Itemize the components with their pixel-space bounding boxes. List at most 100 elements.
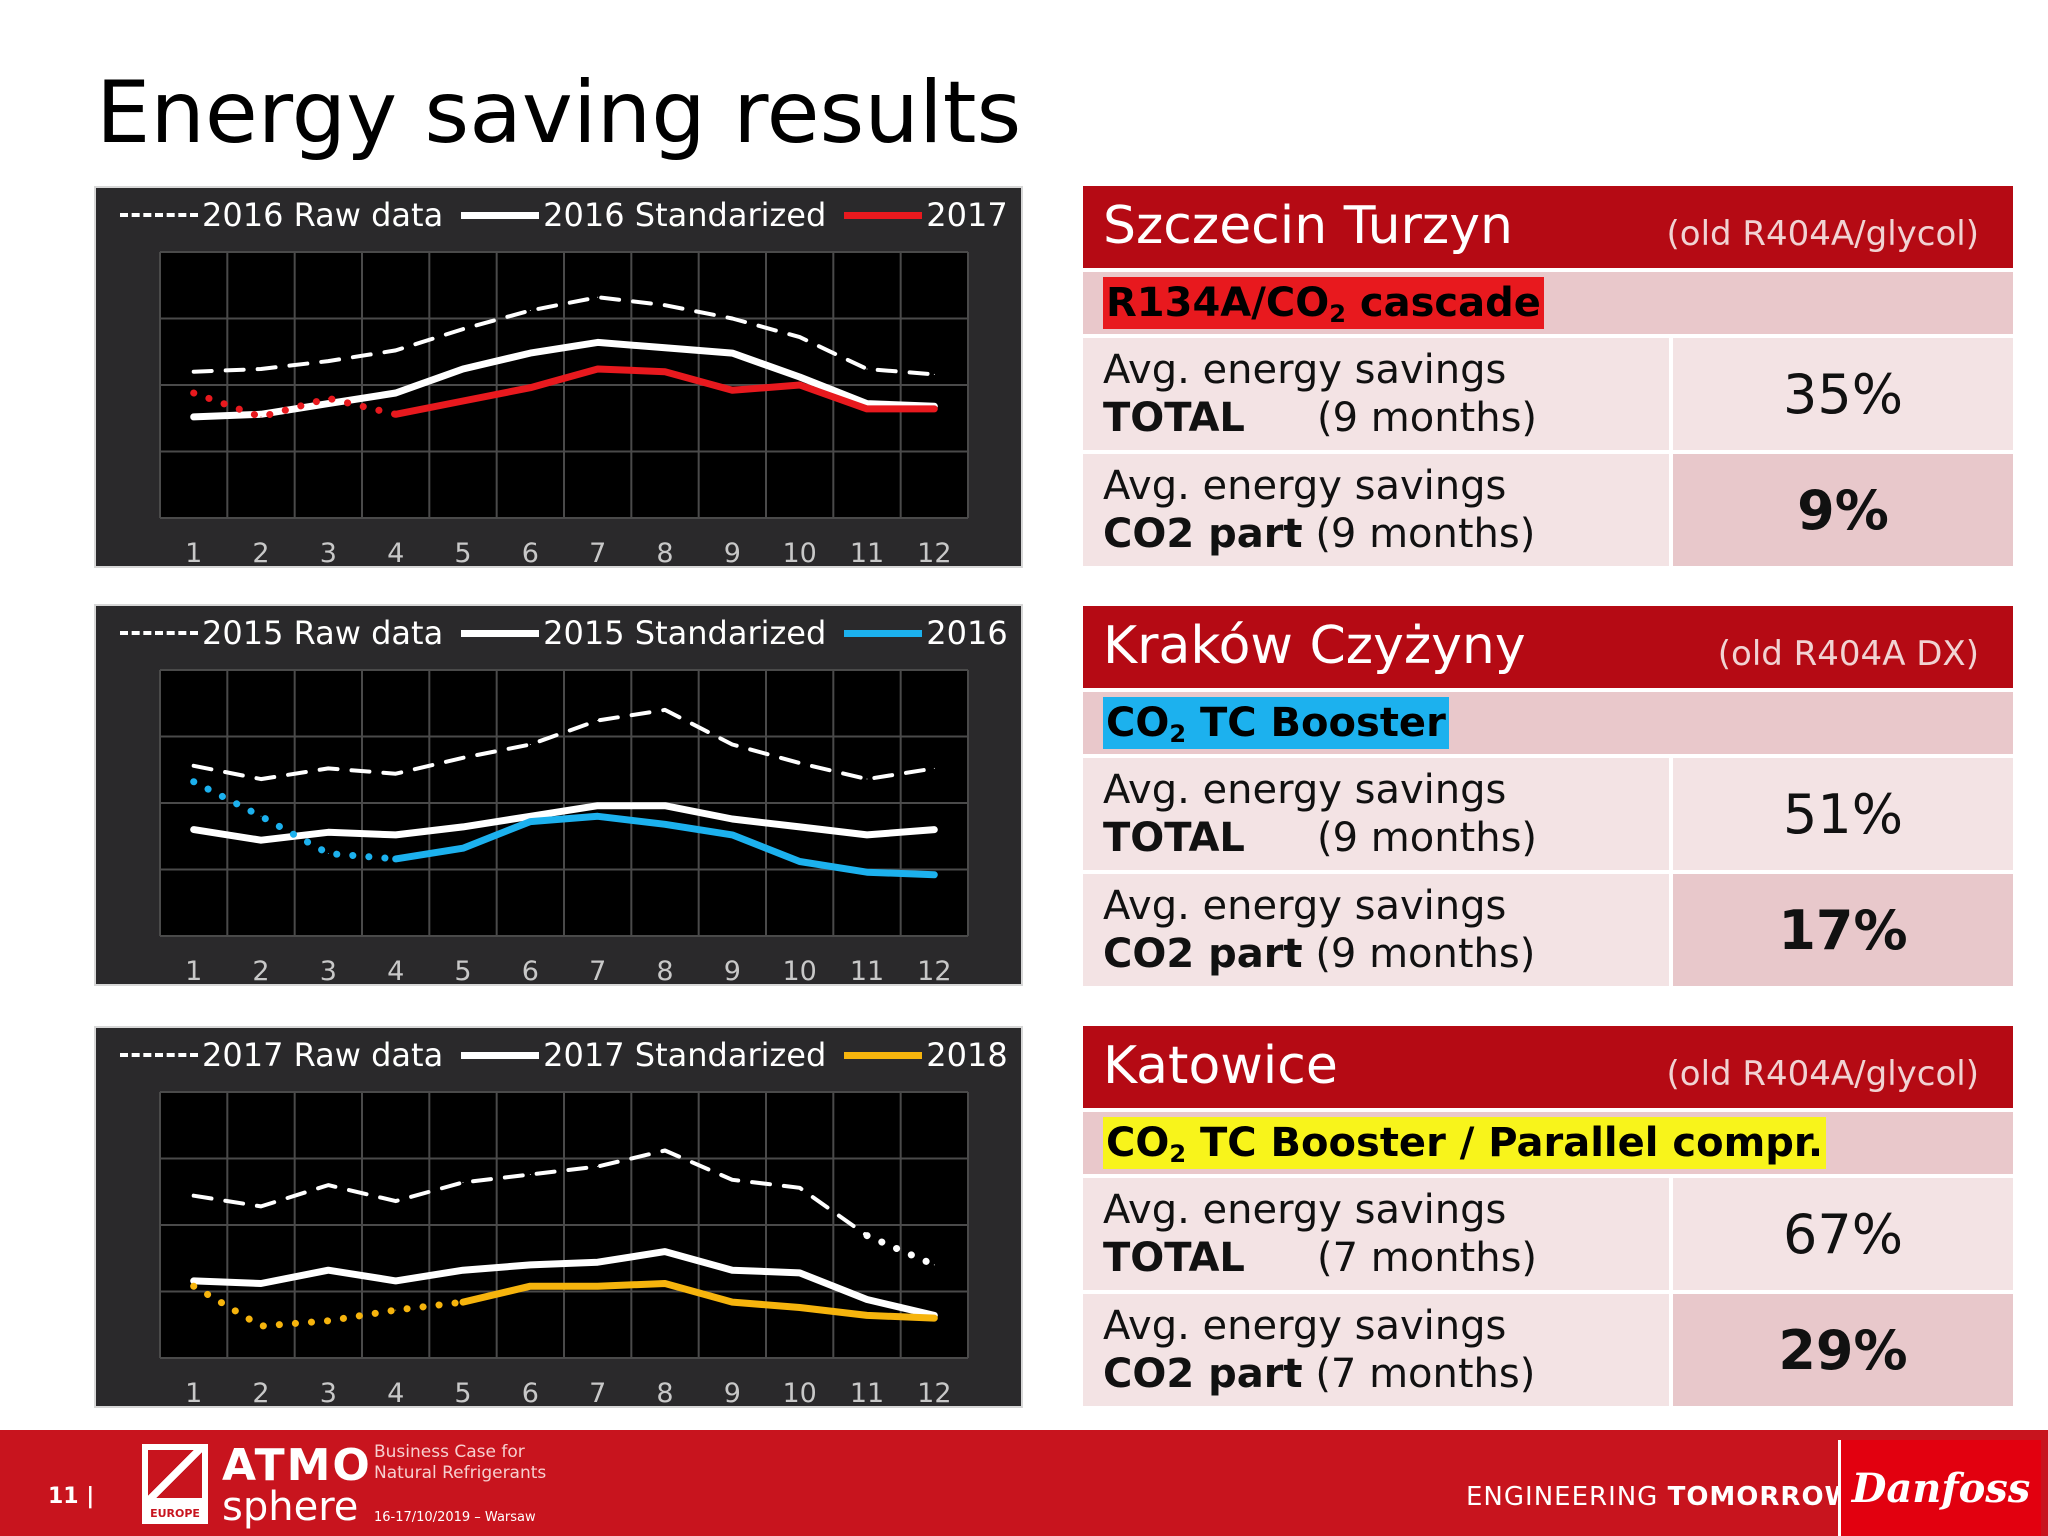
stat-label-line1: Avg. energy savings <box>1103 883 1507 929</box>
series-point <box>799 384 801 386</box>
x-tick-label: 12 <box>917 1378 951 1406</box>
site-name: Szczecin Turzyn <box>1103 196 1513 256</box>
series-point <box>731 743 733 745</box>
x-tick-label: 9 <box>724 1378 741 1406</box>
legend-label: 2015 Raw data <box>202 614 444 652</box>
series-point <box>327 360 329 362</box>
x-tick-label: 5 <box>454 1378 471 1406</box>
series-point <box>193 1285 195 1287</box>
series-line <box>190 1248 938 1319</box>
series-point <box>529 310 531 312</box>
x-tick-label: 10 <box>782 956 816 984</box>
series-line <box>191 1148 869 1238</box>
series-point <box>866 1314 868 1316</box>
line-chart-1: 1 2 3 4 5 6 7 8 9 10 11 12 <box>159 251 969 566</box>
x-tick-label: 8 <box>656 956 673 984</box>
legend-swatch-solid <box>461 629 540 637</box>
series-point <box>866 871 868 873</box>
x-tick-label: 8 <box>656 1378 673 1406</box>
series-point <box>933 767 935 769</box>
x-tick-label: 11 <box>850 1378 884 1406</box>
tagline-line1: Business Case for <box>374 1442 525 1462</box>
event-dates: 16-17/10/2019 – Warsaw <box>374 1510 536 1525</box>
series-point <box>395 773 397 775</box>
series-point <box>799 376 801 378</box>
x-tick-label: 7 <box>589 956 606 984</box>
series-line <box>191 707 937 782</box>
x-tick-label: 5 <box>454 956 471 984</box>
x-tick-label: 2 <box>252 538 269 566</box>
stat-kind: CO2 part <box>1103 1351 1303 1397</box>
chart-legend: 2016 Raw data 2016 Standarized 2017 <box>120 196 1008 234</box>
stat-kind: CO2 part <box>1103 511 1303 557</box>
stat-period: (7 months) <box>1317 1235 1538 1281</box>
x-tick-label: 2 <box>252 956 269 984</box>
site-card-szczecin: Szczecin Turzyn (old R404A/glycol) R134A… <box>1083 186 2013 566</box>
legend-label: 2016 Raw data <box>202 196 444 234</box>
series-line <box>459 1280 938 1322</box>
x-tick-label: 1 <box>185 956 202 984</box>
series-point <box>933 874 935 876</box>
series-point <box>664 347 666 349</box>
series-point <box>933 829 935 831</box>
series-point <box>866 778 868 780</box>
series-point <box>327 1184 329 1186</box>
series-point <box>193 1280 195 1282</box>
chart-panel-3: 1 2 3 4 5 6 7 8 9 10 11 12 2017 Raw data 2017 Stand… <box>94 1026 1023 1408</box>
x-tick-label: 11 <box>850 538 884 566</box>
stat-row-total: Avg. energy savings TOTAL (9 months) 35% <box>1083 334 2013 450</box>
series-point <box>664 1283 666 1285</box>
legend-swatch-solid <box>461 1051 540 1059</box>
series-point <box>866 1298 868 1300</box>
x-tick-label: 7 <box>589 1378 606 1406</box>
technology-subscript: 2 <box>1329 300 1346 328</box>
technology-row: CO2 TC Booster <box>1083 688 2013 754</box>
series-point <box>462 826 464 828</box>
chart-legend: 2015 Raw data 2015 Standarized 2016 <box>120 614 1008 652</box>
series-point <box>731 1301 733 1303</box>
series-point <box>597 1165 599 1167</box>
series-point <box>260 1325 262 1327</box>
series-point <box>597 1261 599 1263</box>
series-point <box>866 834 868 836</box>
site-name: Kraków Czyżyny <box>1103 616 1526 676</box>
series-line-dotted <box>190 778 400 863</box>
series-point <box>193 392 195 394</box>
stat-label-line1: Avg. energy savings <box>1103 1187 1507 1233</box>
stat-value: 51% <box>1673 758 2013 870</box>
x-tick-label: 11 <box>850 956 884 984</box>
slogan-bold: TOMORROW <box>1667 1482 1855 1512</box>
series-point <box>731 352 733 354</box>
x-tick-label: 3 <box>320 1378 337 1406</box>
site-header: Katowice (old R404A/glycol) <box>1083 1026 2013 1108</box>
stat-value: 9% <box>1673 454 2013 566</box>
series-line-dotted <box>190 389 400 421</box>
series-point <box>327 1320 329 1322</box>
x-tick-label: 2 <box>252 1378 269 1406</box>
series-point <box>462 1301 464 1303</box>
stat-kind: CO2 part <box>1103 931 1303 977</box>
stat-label: Avg. energy savings TOTAL (9 months) <box>1083 758 1669 870</box>
page-number: 11 | <box>48 1484 95 1509</box>
series-point <box>529 1173 531 1175</box>
site-card-krakow: Kraków Czyżyny (old R404A DX) CO2 TC Boo… <box>1083 606 2013 986</box>
x-tick-label: 1 <box>185 1378 202 1406</box>
stat-row-total: Avg. energy savings TOTAL (9 months) 51% <box>1083 754 2013 870</box>
series-point <box>193 829 195 831</box>
series-point <box>462 400 464 402</box>
series-point <box>395 413 397 415</box>
series-point <box>664 709 666 711</box>
site-old-system: (old R404A/glycol) <box>1666 1054 1980 1094</box>
x-tick-label: 3 <box>320 956 337 984</box>
series-point <box>664 805 666 807</box>
series-point <box>193 765 195 767</box>
technology-row: R134A/CO2 cascade <box>1083 268 2013 334</box>
site-header: Szczecin Turzyn (old R404A/glycol) <box>1083 186 2013 268</box>
series-point <box>260 778 262 780</box>
stat-label-line2: CO2 part (9 months) <box>1103 510 1669 558</box>
logo-atmo-text: ATMO <box>222 1440 372 1491</box>
technology-subscript: 2 <box>1169 720 1187 748</box>
x-tick-label: 1 <box>185 538 202 566</box>
logo-sphere-text: sphere <box>222 1484 359 1530</box>
legend-swatch-color <box>844 211 923 219</box>
